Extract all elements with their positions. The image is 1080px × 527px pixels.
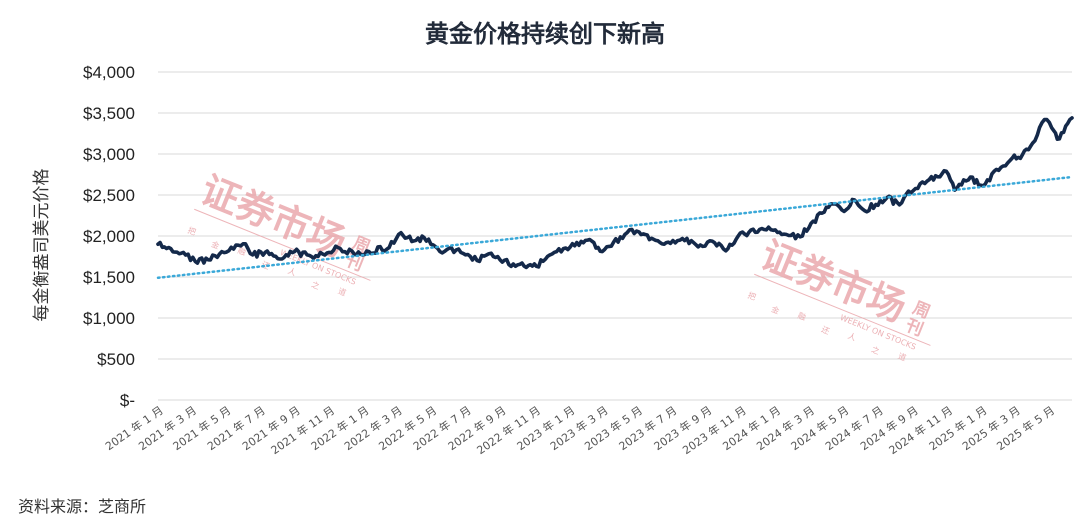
watermark-motto-char: 人 [847, 331, 858, 342]
y-tick-label: $3,000 [83, 145, 135, 164]
watermark-motto-char: 金 [770, 304, 781, 316]
x-tick-label: 2024 年 5 月 [788, 403, 851, 453]
source-note: 资料来源：芝商所 [18, 497, 146, 516]
watermark-motto-char: 融 [796, 310, 807, 322]
y-axis-label: 每金衡盎司美元价格 [32, 169, 52, 322]
watermark-motto-char: 道 [337, 286, 348, 298]
x-tick-label: 2021 年 5 月 [170, 403, 233, 453]
y-tick-label: $1,500 [83, 268, 135, 287]
x-tick-label: 2022 年 5 月 [376, 403, 439, 453]
gridlines [158, 71, 1072, 401]
watermark-rule [194, 208, 371, 281]
trend-line [156, 175, 1074, 280]
x-tick-label: 2021 年 7 月 [204, 403, 267, 453]
y-tick-label: $2,000 [83, 227, 135, 246]
watermark-motto-char: 把 [186, 225, 197, 237]
watermark-motto-char: 还 [820, 324, 831, 336]
watermark-motto-char: 道 [897, 351, 908, 363]
watermark-motto-char: 金 [210, 239, 221, 251]
chart-title: 黄金价格持续创下新高 [425, 19, 665, 48]
watermark-title: 证券市场 [755, 232, 913, 331]
y-axis-ticks: $- $500 $1,000 $1,500 $2,000 $2,500 $3,000 $3,5… [83, 63, 135, 410]
watermark-motto-char: 之 [310, 279, 321, 291]
y-tick-label: $4,000 [83, 63, 135, 82]
x-tick-label: 2024 年 7 月 [822, 403, 885, 453]
watermark-motto-char: 之 [870, 344, 881, 356]
y-tick-label: $2,500 [83, 186, 135, 205]
watermark-motto-char: 把 [746, 290, 757, 302]
x-tick-label: 2022 年 7 月 [410, 403, 473, 453]
watermark-title: 证券市场 [195, 167, 353, 266]
y-tick-label: $500 [97, 350, 135, 369]
x-tick-label: 2023 年 5 月 [582, 403, 645, 453]
watermark-motto-char: 还 [260, 259, 271, 271]
watermark-motto-char: 融 [236, 245, 247, 257]
gold-price-line [156, 116, 1074, 270]
y-tick-label: $1,000 [83, 309, 135, 328]
y-tick-label: $3,500 [83, 104, 135, 123]
watermark-side: 周刊 [903, 298, 933, 341]
watermark-rule [754, 273, 931, 346]
x-tick-label: 2025 年 5 月 [994, 403, 1057, 453]
x-tick-label: 2023 年 7 月 [616, 403, 679, 453]
watermark-motto-char: 人 [287, 266, 298, 277]
y-tick-label: $- [120, 391, 135, 410]
series-layer [156, 116, 1074, 280]
